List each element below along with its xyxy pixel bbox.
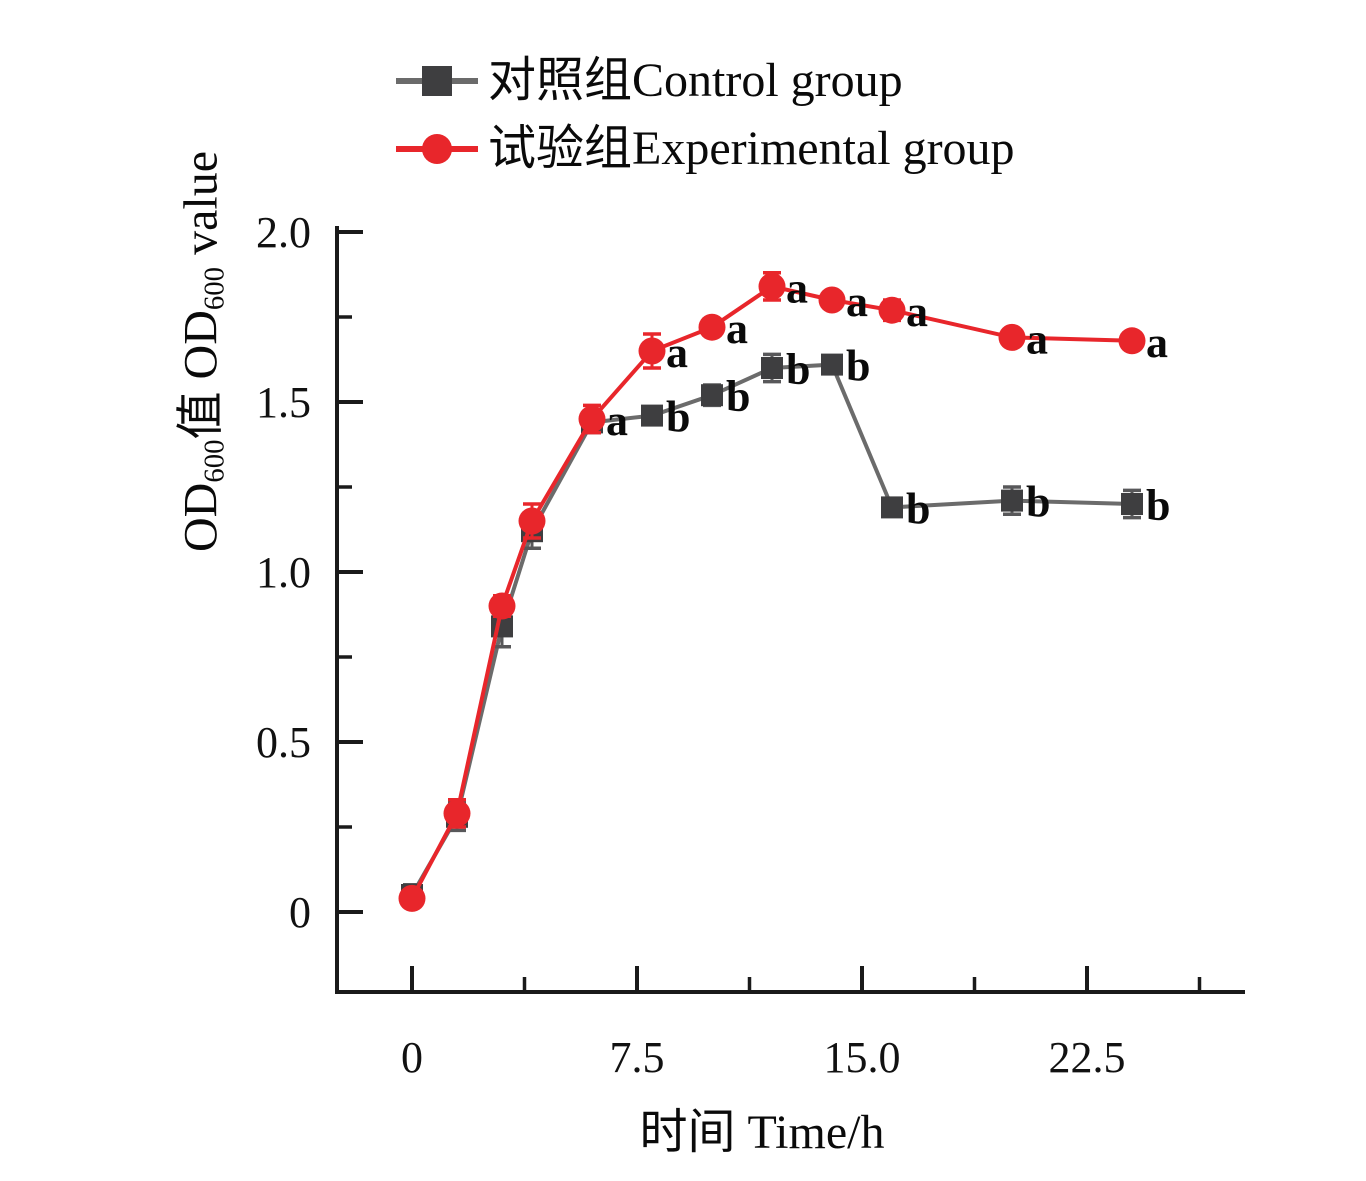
experimental-data-point xyxy=(1118,327,1146,355)
control-data-point xyxy=(1121,493,1143,515)
experimental-data-point xyxy=(998,323,1026,351)
ylabel-subscript: 600 xyxy=(198,439,231,483)
legend-item-control: 对照组Control group xyxy=(396,50,1015,112)
experimental-data-point xyxy=(398,884,426,912)
series-experimental-line xyxy=(410,284,1133,900)
significance-label: a xyxy=(726,304,748,353)
experimental-data-point xyxy=(578,405,606,433)
ylabel-text: 值 OD xyxy=(174,310,228,440)
significance-label: a xyxy=(1026,314,1048,363)
series-experimental: aa aa a aa a xyxy=(398,263,1168,912)
experimental-legend-sample xyxy=(396,131,478,167)
experimental-data-point xyxy=(488,592,516,620)
significance-label: b xyxy=(726,372,750,421)
experimental-data-point xyxy=(758,272,786,300)
legend: 对照组Control group 试验组Experimental group xyxy=(396,50,1015,180)
significance-label: b xyxy=(906,484,930,533)
control-data-point xyxy=(1001,489,1023,512)
significance-label: b xyxy=(1146,481,1170,530)
significance-label: a xyxy=(906,287,928,336)
control-data-point xyxy=(701,384,723,407)
ylabel-subscript: 600 xyxy=(198,266,231,311)
x-tick-label: 0 xyxy=(401,1033,423,1082)
experimental-data-point xyxy=(698,313,726,341)
ylabel-text: value xyxy=(174,150,228,267)
x-tick-label: 22.5 xyxy=(1049,1033,1126,1082)
significance-label: a xyxy=(786,263,808,312)
y-tick-label: 0 xyxy=(289,888,311,937)
series-control-line xyxy=(410,362,1133,896)
significance-label: a xyxy=(666,328,688,377)
significance-label: a xyxy=(1146,318,1168,367)
experimental-legend-label: 试验组Experimental group xyxy=(488,122,1015,175)
series-control: b bb bb b b xyxy=(401,342,1170,907)
x-axis-title: 时间 Time/h xyxy=(639,1106,885,1159)
y-tick-label: 0.5 xyxy=(256,718,311,767)
x-tick-label: 15.0 xyxy=(824,1033,901,1082)
ylabel-text: OD xyxy=(174,482,228,552)
experimental-data-point xyxy=(443,799,471,827)
significance-label: b xyxy=(1026,478,1050,527)
significance-label: a xyxy=(606,396,628,445)
experimental-data-point xyxy=(878,296,906,324)
significance-label: b xyxy=(846,342,870,391)
control-legend-sample xyxy=(396,63,478,99)
experimental-data-point xyxy=(638,337,666,365)
significance-label: b xyxy=(666,393,690,442)
y-tick-label: 2.0 xyxy=(256,208,311,257)
x-tick-label: 7.5 xyxy=(610,1033,665,1082)
y-tick-label: 1.5 xyxy=(256,378,311,427)
control-data-point xyxy=(761,357,783,379)
significance-label: a xyxy=(846,277,868,326)
control-data-point xyxy=(821,353,843,376)
experimental-circle-marker-icon xyxy=(422,134,452,164)
control-legend-label: 对照组Control group xyxy=(488,54,903,107)
experimental-data-point xyxy=(518,507,546,535)
control-square-marker-icon xyxy=(422,66,452,96)
y-tick-label: 1.0 xyxy=(256,548,311,597)
legend-item-experimental: 试验组Experimental group xyxy=(396,118,1015,180)
control-data-point xyxy=(881,496,903,519)
control-data-point xyxy=(641,404,663,427)
significance-label: b xyxy=(786,345,810,394)
experimental-data-point xyxy=(818,286,846,314)
